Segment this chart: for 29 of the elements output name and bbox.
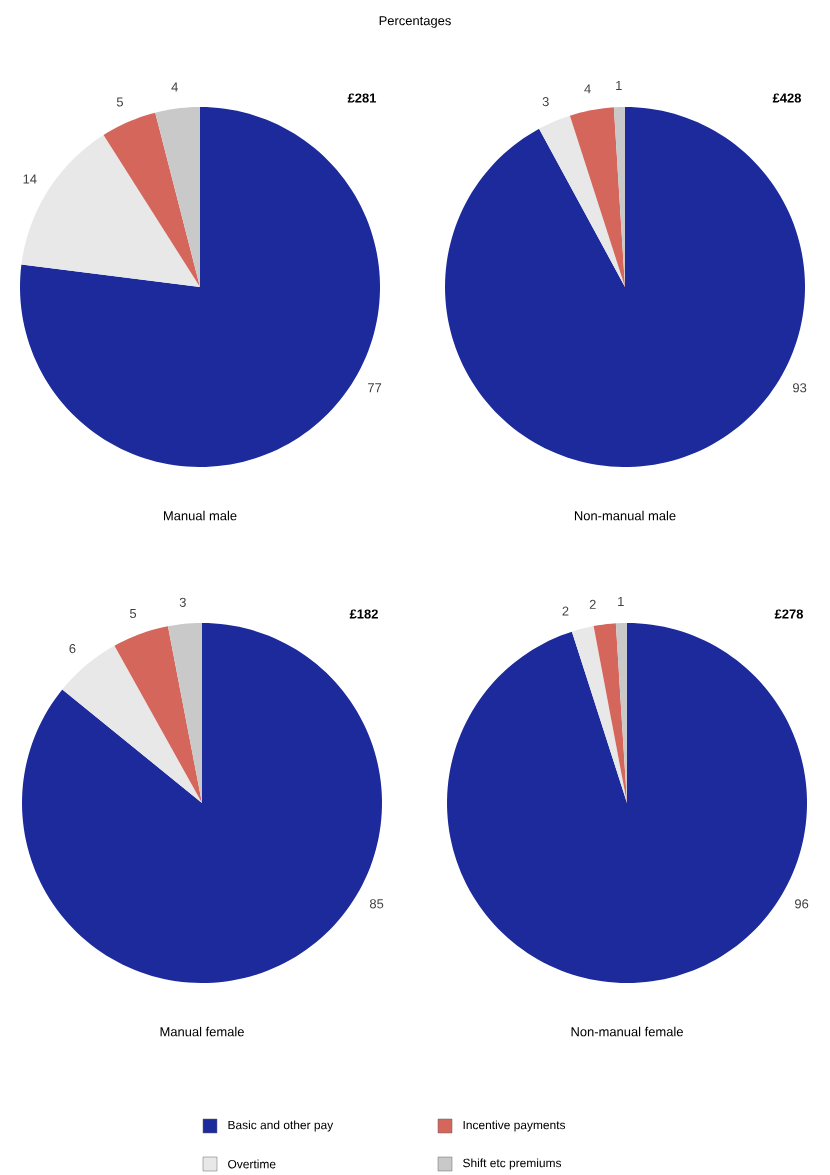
data-label: 96 [795, 899, 809, 909]
data-label: 2 [589, 599, 596, 609]
data-label: 5 [116, 97, 123, 107]
data-label: 93 [793, 383, 807, 393]
data-label: 3 [179, 597, 186, 607]
legend-label: Basic and other pay [228, 1120, 334, 1132]
text: Manual male [163, 510, 237, 521]
data-label: 5 [129, 609, 137, 619]
data-label: 1 [618, 597, 624, 606]
data-label: 2 [562, 606, 569, 616]
text: Manual female [160, 1026, 244, 1037]
legend-label: Incentive payments [463, 1120, 566, 1132]
data-label: 77 [368, 383, 382, 393]
data-label: 4 [171, 82, 178, 92]
data-label: 6 [69, 643, 76, 654]
text: £281 [347, 93, 377, 103]
text: Non-manual female [571, 1026, 683, 1037]
legend-label: Overtime [228, 1159, 276, 1169]
text: £182 [349, 609, 378, 619]
text: £278 [774, 609, 804, 619]
data-label: 85 [369, 899, 384, 909]
text: £428 [772, 93, 802, 103]
data-label: 1 [616, 81, 622, 90]
data-label: 14 [23, 174, 37, 184]
legend-label: Shift etc premiums [463, 1158, 562, 1170]
text: Percentages [379, 16, 451, 28]
text: Non-manual male [574, 510, 676, 521]
data-label: 3 [542, 97, 549, 107]
data-label: 4 [584, 84, 591, 94]
